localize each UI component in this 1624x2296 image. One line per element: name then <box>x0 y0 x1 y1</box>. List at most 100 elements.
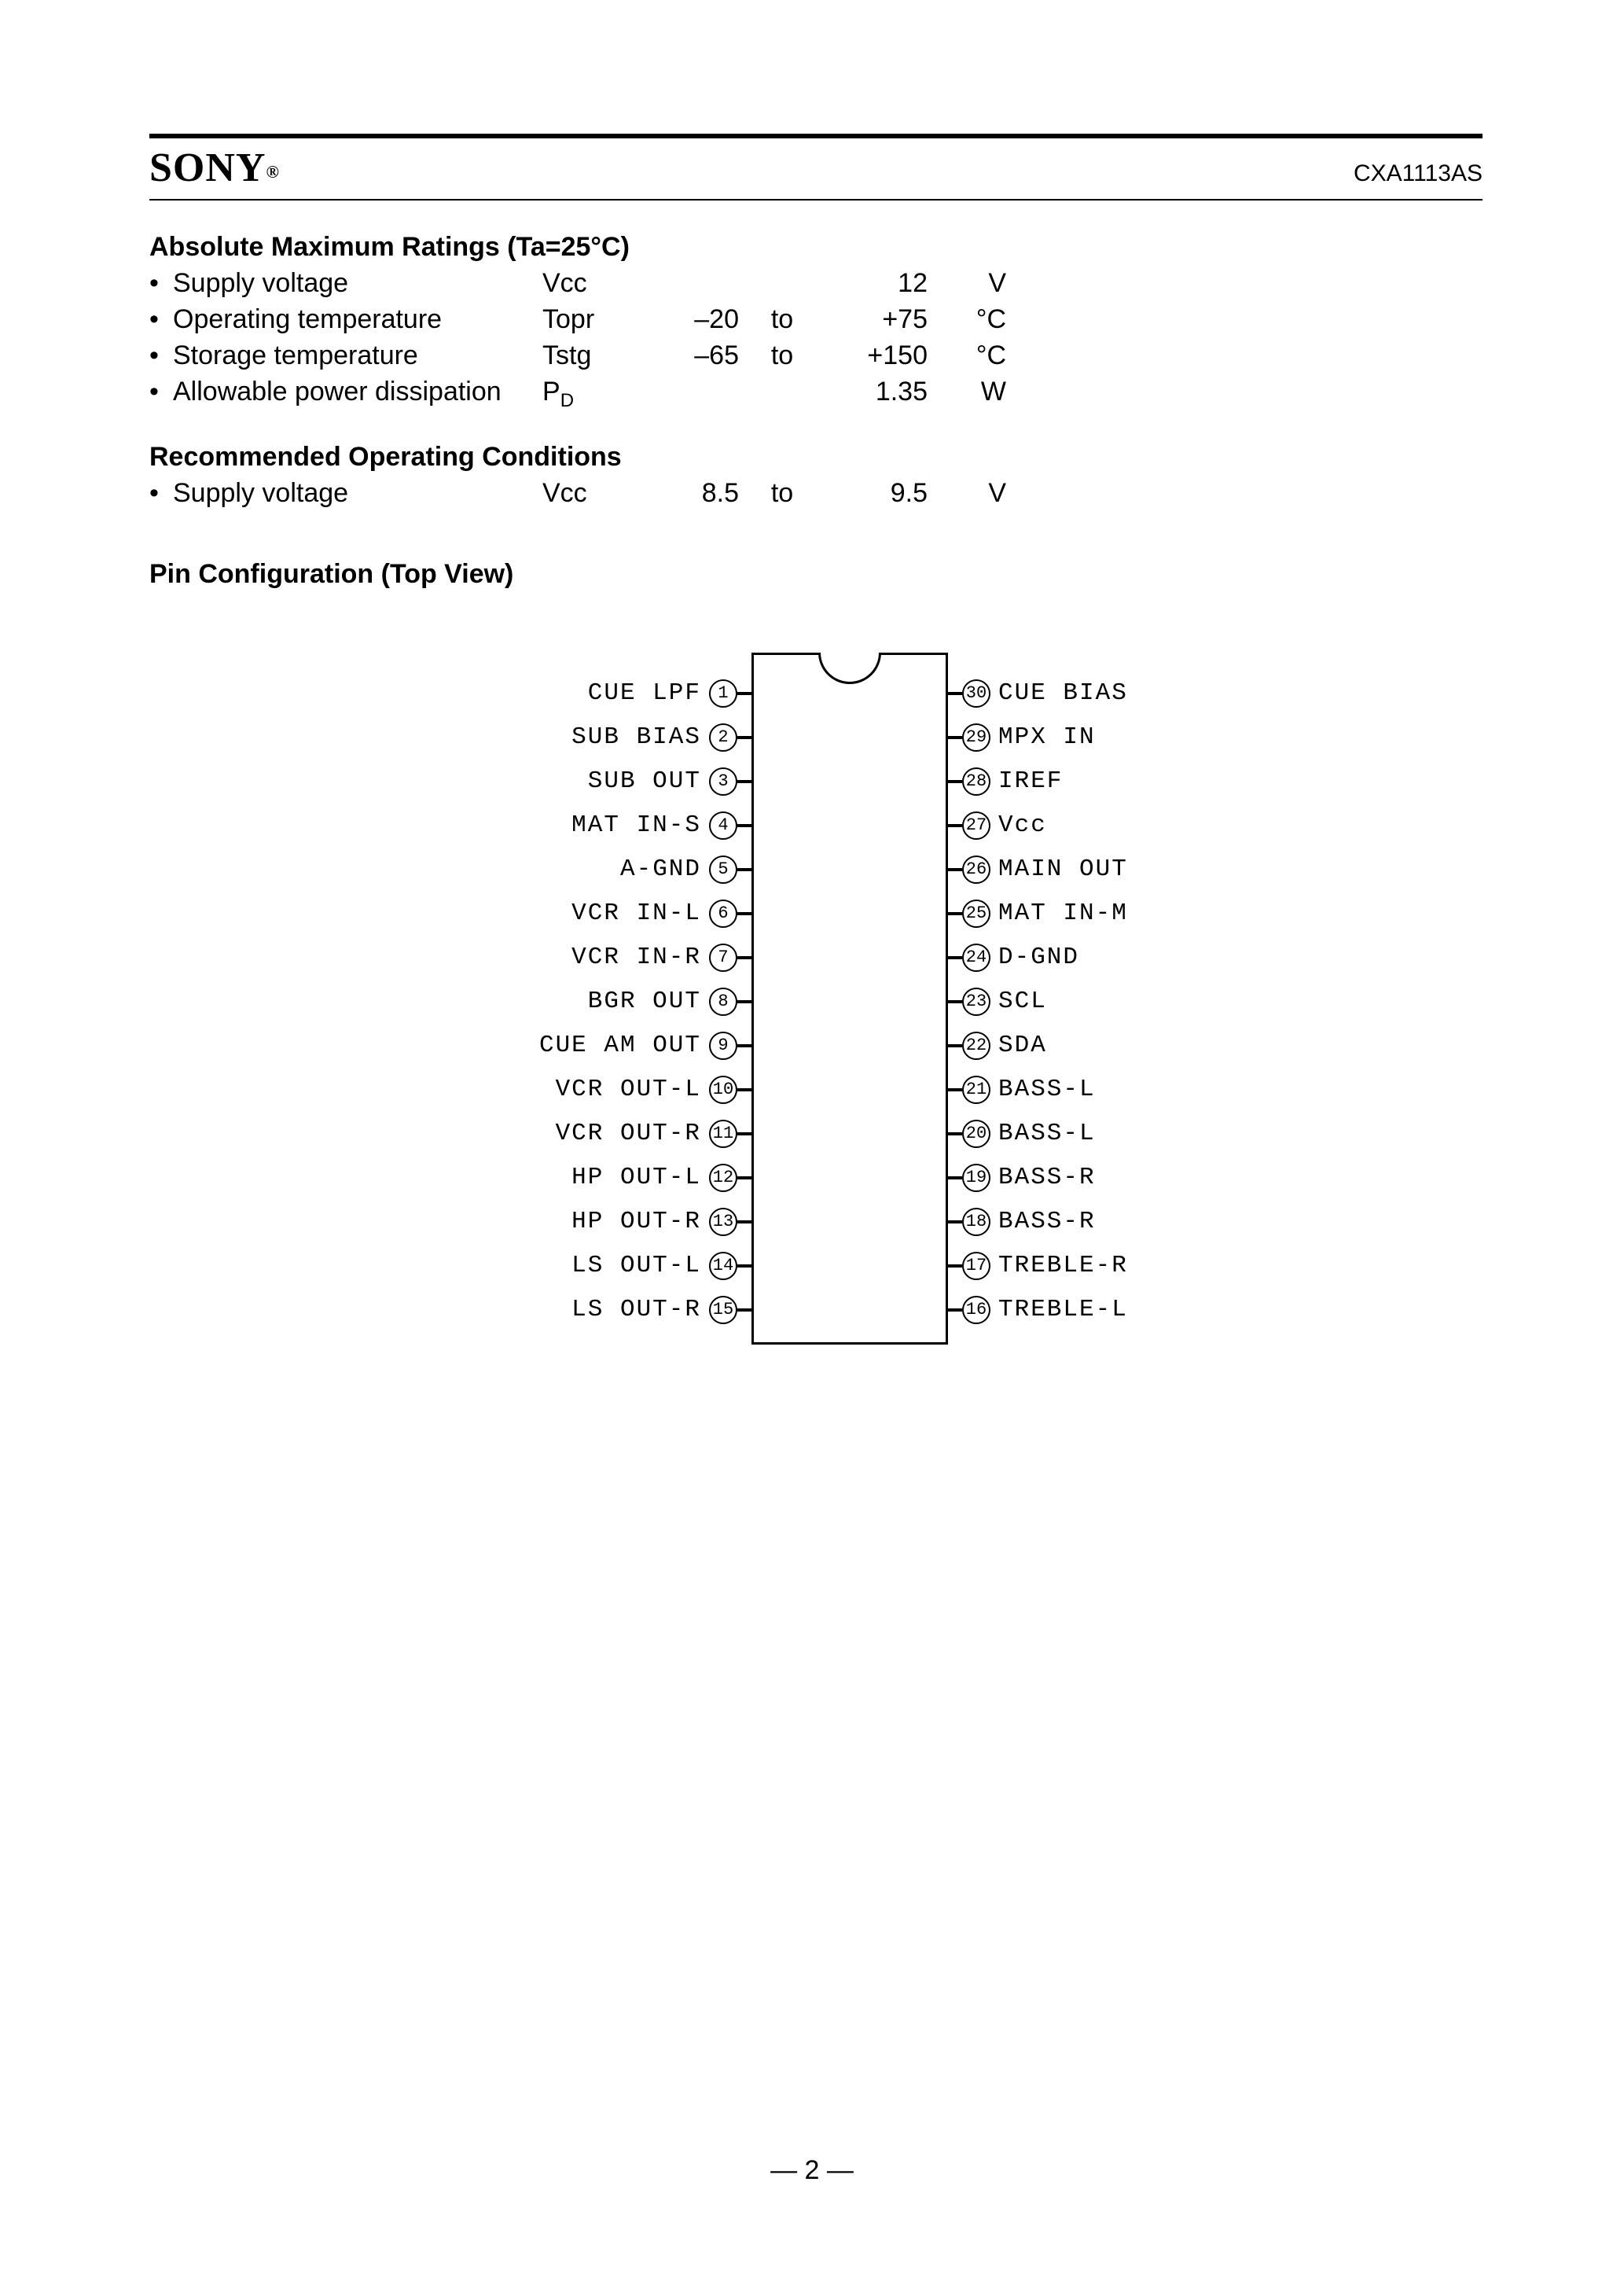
pin-number-circle: 8 <box>709 988 737 1016</box>
pin-lead-inner <box>737 1177 751 1179</box>
symbol: Tstg <box>542 338 645 374</box>
chip-body-outline <box>751 653 948 1345</box>
pin-label: HP OUT-L <box>571 1164 701 1191</box>
pin-lead-inner <box>737 957 751 959</box>
pin-lead-inner <box>737 1133 751 1135</box>
symbol: PD <box>542 374 645 414</box>
pin-label: SDA <box>998 1032 1047 1059</box>
rating-row: •Operating temperatureTopr–20to+75°C <box>149 302 1483 338</box>
pin-5: A-GND 5 <box>462 854 751 885</box>
pin-3: SUB OUT3 <box>462 766 751 797</box>
pin-11: VCR OUT-R11 <box>462 1118 751 1150</box>
pin-lead-inner <box>948 825 962 827</box>
pin-number-circle: 15 <box>709 1296 737 1324</box>
brand-text: SONY <box>149 145 266 190</box>
recommended-operating-conditions: Recommended Operating Conditions •Supply… <box>149 442 1483 512</box>
pin-lead-inner <box>737 825 751 827</box>
pin-22: 22SDA <box>948 1030 1262 1062</box>
pin-lead-inner <box>737 1221 751 1223</box>
pin-lead-inner <box>948 693 962 695</box>
pin-lead-inner <box>737 1001 751 1003</box>
pin-number-circle: 30 <box>962 679 990 708</box>
min-value: –65 <box>645 338 739 374</box>
pin-lead-inner <box>948 1001 962 1003</box>
pin-label: LS OUT-L <box>571 1252 701 1279</box>
pin-label: A-GND <box>620 855 701 883</box>
pin-label: BASS-R <box>998 1164 1096 1191</box>
pin-lead-inner <box>948 957 962 959</box>
pin-number-circle: 11 <box>709 1120 737 1148</box>
pin-21: 21 BASS-L <box>948 1074 1262 1106</box>
pin-number-circle: 27 <box>962 811 990 840</box>
absolute-maximum-ratings: Absolute Maximum Ratings (Ta=25°C) •Supp… <box>149 232 1483 414</box>
pin-lead-inner <box>737 1089 751 1091</box>
to-label: to <box>739 338 825 374</box>
pin-number-circle: 21 <box>962 1076 990 1104</box>
pin-label: BGR OUT <box>588 988 701 1015</box>
pin-number-circle: 13 <box>709 1208 737 1236</box>
pin-label: BASS-L <box>998 1076 1096 1103</box>
min-value: 8.5 <box>645 476 739 512</box>
rating-row: •Supply voltageVcc12V <box>149 266 1483 302</box>
unit: W <box>928 374 1006 410</box>
bullet: • <box>149 476 173 512</box>
pin-lead-inner <box>948 1089 962 1091</box>
max-value: +75 <box>825 302 928 338</box>
pin-lead-inner <box>948 1177 962 1179</box>
pin-9: CUE AM OUT 9 <box>462 1030 751 1062</box>
pin-label: LS OUT-R <box>571 1296 701 1323</box>
pin-number-circle: 14 <box>709 1252 737 1280</box>
chip-notch <box>818 653 881 684</box>
pin-number-circle: 24 <box>962 944 990 972</box>
pin-label: CUE AM OUT <box>539 1032 701 1059</box>
pin-12: HP OUT-L 12 <box>462 1162 751 1194</box>
pin-number-circle: 9 <box>709 1032 737 1060</box>
pin-2: SUB BIAS2 <box>462 722 751 753</box>
header-top-rule <box>149 134 1483 138</box>
pin-4: MAT IN-S4 <box>462 810 751 841</box>
pin-number-circle: 4 <box>709 811 737 840</box>
pin-lead-inner <box>948 1309 962 1312</box>
bullet: • <box>149 266 173 302</box>
pin-label: IREF <box>998 767 1063 795</box>
pin-1: CUE LPF1 <box>462 678 751 709</box>
pin-number-circle: 12 <box>709 1164 737 1192</box>
pin-lead-inner <box>737 781 751 783</box>
pin-configuration-section: Pin Configuration (Top View) CUE LPF1SUB… <box>149 559 1483 590</box>
pin-lead-inner <box>948 1221 962 1223</box>
pin-number-circle: 26 <box>962 855 990 884</box>
pin-lead-inner <box>737 869 751 871</box>
rating-row: •Allowable power dissipationPD1.35W <box>149 374 1483 414</box>
pin-number-circle: 10 <box>709 1076 737 1104</box>
unit: V <box>928 266 1006 302</box>
pin-14: LS OUT-L 14 <box>462 1250 751 1282</box>
abs-max-title: Absolute Maximum Ratings (Ta=25°C) <box>149 232 1483 263</box>
param-label: Supply voltage <box>173 266 542 302</box>
param-label: Storage temperature <box>173 338 542 374</box>
symbol: Vcc <box>542 476 645 512</box>
rec-op-title: Recommended Operating Conditions <box>149 442 1483 473</box>
page-number: — 2 — <box>0 2155 1624 2186</box>
pin-number-circle: 28 <box>962 767 990 796</box>
pin-17: 17TREBLE-R <box>948 1250 1262 1282</box>
pin-23: 23SCL <box>948 986 1262 1017</box>
pin-number-circle: 20 <box>962 1120 990 1148</box>
brand-logo: SONY® <box>149 145 280 191</box>
pin-lead-inner <box>948 869 962 871</box>
pin-label: SUB BIAS <box>571 723 701 751</box>
min-value: –20 <box>645 302 739 338</box>
pin-number-circle: 6 <box>709 900 737 928</box>
max-value: +150 <box>825 338 928 374</box>
max-value: 12 <box>825 266 928 302</box>
pin-label: MPX IN <box>998 723 1096 751</box>
pin-number-circle: 5 <box>709 855 737 884</box>
bullet: • <box>149 338 173 374</box>
pin-lead-inner <box>737 737 751 739</box>
pin-config-title: Pin Configuration (Top View) <box>149 559 1483 590</box>
pin-30: 30CUE BIAS <box>948 678 1262 709</box>
pin-label: SUB OUT <box>588 767 701 795</box>
pin-16: 16TREBLE-L <box>948 1294 1262 1326</box>
to-label: to <box>739 476 825 512</box>
pin-lead-inner <box>948 913 962 915</box>
pin-24: 24D-GND <box>948 942 1262 973</box>
